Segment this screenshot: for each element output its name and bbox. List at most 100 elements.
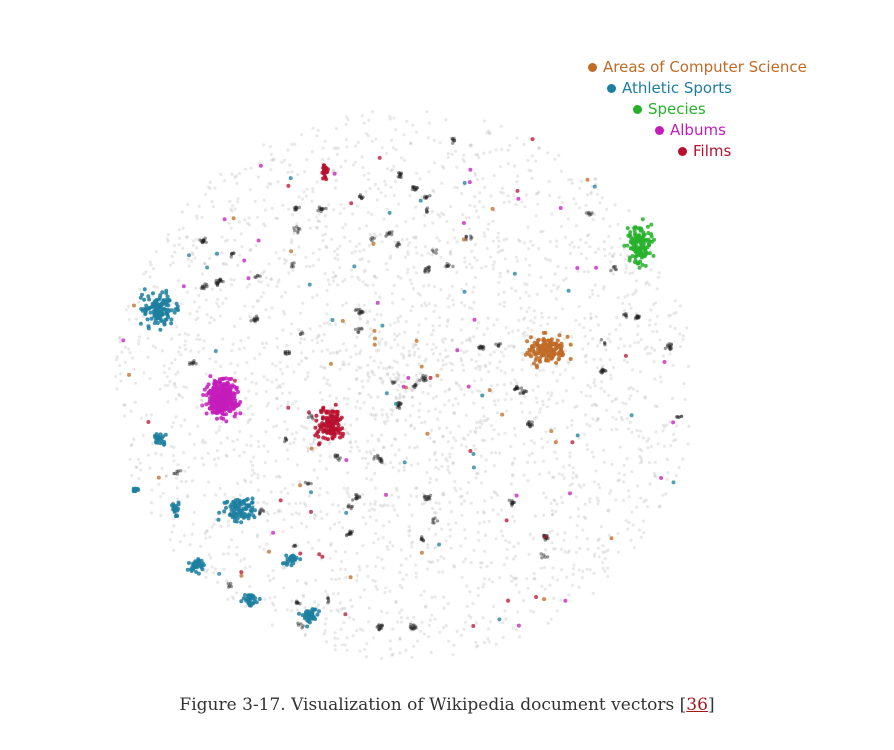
background-point bbox=[391, 465, 395, 469]
background-point bbox=[318, 459, 322, 463]
background-point bbox=[148, 466, 152, 470]
background-point bbox=[419, 629, 423, 633]
computer-science-point bbox=[535, 338, 540, 343]
background-point bbox=[633, 546, 637, 550]
dark-point bbox=[424, 378, 428, 382]
athletic-sports-point bbox=[169, 321, 174, 326]
background-point bbox=[408, 386, 412, 391]
dark-point bbox=[358, 311, 362, 315]
background-point bbox=[392, 372, 396, 376]
background-point bbox=[434, 394, 439, 399]
background-point bbox=[177, 392, 181, 396]
background-point bbox=[290, 142, 294, 146]
background-point bbox=[357, 227, 361, 231]
background-point bbox=[383, 590, 387, 595]
background-point bbox=[295, 544, 299, 548]
background-point bbox=[357, 303, 361, 307]
legend-label: Species bbox=[648, 100, 706, 118]
scattered-point bbox=[514, 493, 519, 498]
citation-link[interactable]: 36 bbox=[686, 695, 708, 715]
athletic-sports-point bbox=[253, 508, 257, 513]
background-point bbox=[238, 317, 242, 321]
computer-science-point bbox=[555, 338, 560, 343]
background-point bbox=[150, 488, 154, 492]
background-point bbox=[503, 609, 507, 613]
dark-point bbox=[423, 497, 427, 502]
background-point bbox=[335, 153, 339, 157]
background-point bbox=[382, 420, 386, 424]
background-point bbox=[397, 374, 401, 378]
background-point bbox=[196, 424, 200, 428]
background-point bbox=[484, 458, 488, 462]
background-point bbox=[292, 253, 297, 257]
dark-point bbox=[379, 456, 383, 461]
background-point bbox=[477, 521, 482, 525]
background-point bbox=[376, 187, 381, 191]
background-point bbox=[610, 254, 615, 258]
dark-point bbox=[298, 602, 302, 606]
dark-point bbox=[494, 342, 498, 346]
background-point bbox=[627, 520, 631, 525]
background-point bbox=[118, 336, 122, 341]
background-point bbox=[661, 429, 665, 433]
background-point bbox=[493, 260, 497, 264]
species-point bbox=[648, 239, 652, 244]
background-point bbox=[319, 206, 323, 210]
dark-point bbox=[614, 267, 618, 272]
dark-point bbox=[409, 625, 413, 630]
background-point bbox=[236, 200, 240, 204]
dark-point bbox=[359, 326, 363, 330]
albums-point bbox=[227, 391, 232, 396]
scattered-point bbox=[512, 271, 517, 276]
background-point bbox=[611, 254, 615, 258]
films-point bbox=[331, 431, 335, 436]
background-point bbox=[596, 538, 600, 542]
background-point bbox=[356, 275, 360, 280]
dark-point bbox=[294, 599, 299, 603]
background-point bbox=[499, 369, 503, 373]
background-point bbox=[388, 114, 392, 118]
background-point bbox=[225, 263, 229, 267]
legend-dot bbox=[588, 62, 597, 72]
background-point bbox=[316, 603, 321, 607]
dark-point bbox=[515, 386, 519, 390]
background-point bbox=[400, 608, 404, 612]
dark-point bbox=[410, 626, 414, 630]
dark-point bbox=[221, 279, 225, 284]
athletic-sports-point bbox=[138, 321, 143, 326]
background-point bbox=[515, 259, 520, 263]
background-point bbox=[142, 371, 146, 375]
background-point bbox=[373, 579, 377, 584]
background-point bbox=[606, 566, 610, 570]
background-point bbox=[271, 158, 275, 162]
background-point bbox=[338, 510, 342, 514]
background-point bbox=[387, 365, 391, 369]
background-point bbox=[506, 148, 510, 152]
background-point bbox=[462, 153, 466, 157]
background-point bbox=[335, 608, 339, 612]
background-point bbox=[311, 414, 315, 419]
scattered-point bbox=[506, 598, 511, 603]
background-point bbox=[541, 399, 545, 403]
dark-point bbox=[229, 252, 234, 256]
background-point bbox=[261, 291, 266, 295]
background-point bbox=[378, 376, 382, 380]
background-point bbox=[450, 152, 454, 156]
background-point bbox=[212, 457, 217, 461]
background-point bbox=[455, 240, 459, 244]
dark-point bbox=[344, 533, 349, 538]
background-point bbox=[473, 195, 477, 199]
background-point bbox=[165, 237, 169, 241]
background-point bbox=[118, 340, 122, 344]
species-point bbox=[622, 243, 627, 248]
background-point bbox=[354, 352, 358, 356]
scattered-point bbox=[146, 420, 151, 424]
background-point bbox=[256, 215, 260, 219]
background-point bbox=[303, 633, 307, 638]
background-point bbox=[512, 576, 516, 580]
scattered-point bbox=[419, 364, 424, 369]
background-point bbox=[599, 357, 603, 362]
athletic-sports-point bbox=[241, 515, 246, 520]
dark-point bbox=[303, 480, 308, 485]
background-point bbox=[513, 456, 517, 460]
